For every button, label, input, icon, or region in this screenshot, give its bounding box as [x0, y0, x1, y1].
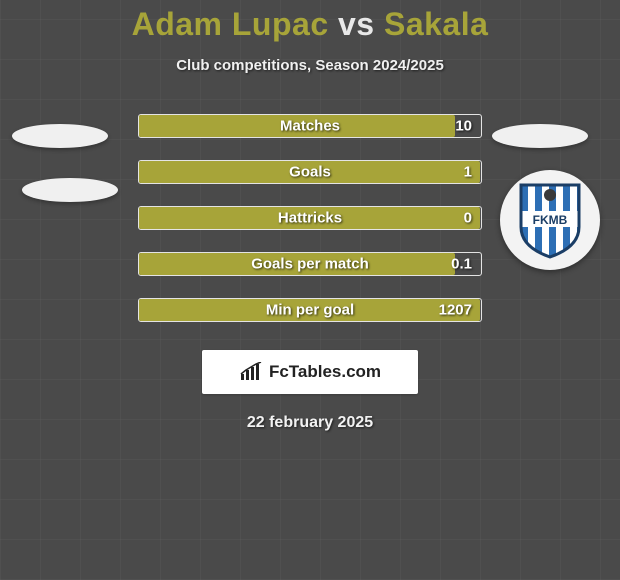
bar-label: Goals: [289, 164, 331, 181]
bar-label: Matches: [280, 118, 340, 135]
stat-bar-row: Min per goal 1207: [138, 298, 482, 322]
bar-label: Hattricks: [278, 210, 342, 227]
comparison-title: Adam Lupac vs Sakala: [0, 0, 620, 43]
bar-label: Goals per match: [251, 256, 369, 273]
brand-chart-icon: [239, 362, 263, 382]
vs-text: vs: [338, 6, 375, 42]
club-crest-icon: FKMB: [517, 181, 583, 259]
bar-value: 1: [464, 164, 472, 181]
subtitle: Club competitions, Season 2024/2025: [0, 57, 620, 74]
left-ellipse-1: [12, 124, 108, 148]
bar-label: Min per goal: [266, 302, 354, 319]
date-text: 22 february 2025: [0, 414, 620, 432]
stat-bar-row: Goals 1: [138, 160, 482, 184]
bar-value: 0.1: [451, 256, 472, 273]
stat-bar-row: Hattricks 0: [138, 206, 482, 230]
brand-badge: FcTables.com: [202, 350, 418, 394]
stat-bar-row: Goals per match 0.1: [138, 252, 482, 276]
player1-name: Adam Lupac: [132, 6, 329, 42]
crest-text: FKMB: [533, 213, 568, 227]
player2-name: Sakala: [384, 6, 488, 42]
brand-text: FcTables.com: [269, 362, 381, 382]
club-crest-container: FKMB: [500, 170, 600, 270]
bar-value: 10: [455, 118, 472, 135]
right-ellipse: [492, 124, 588, 148]
content-root: Adam Lupac vs Sakala Club competitions, …: [0, 0, 620, 432]
left-ellipse-2: [22, 178, 118, 202]
bar-value: 0: [464, 210, 472, 227]
bar-value: 1207: [439, 302, 472, 319]
stat-bar-row: Matches 10: [138, 114, 482, 138]
